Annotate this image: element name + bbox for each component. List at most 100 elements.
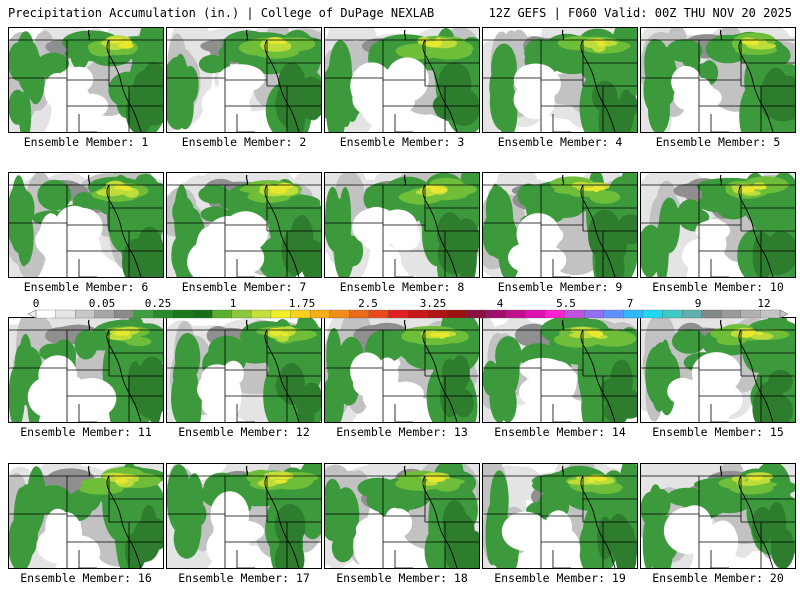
colorbar-swatch — [368, 309, 389, 319]
ensemble-member-label: Ensemble Member: 14 — [494, 425, 626, 439]
colorbar-swatch — [603, 309, 624, 319]
ensemble-member-label: Ensemble Member: 5 — [655, 135, 781, 149]
colorbar-swatch — [584, 309, 605, 319]
ensemble-map-panel — [482, 463, 638, 569]
ensemble-member-label: Ensemble Member: 1 — [23, 135, 149, 149]
ensemble-member-label: Ensemble Member: 2 — [181, 135, 307, 149]
precip-map — [641, 28, 795, 132]
ensemble-member-label: Ensemble Member: 7 — [181, 280, 307, 294]
colorbar-swatch — [681, 309, 703, 319]
precip-map — [167, 318, 321, 422]
colorbar-swatch — [55, 309, 76, 319]
ensemble-map-panel — [324, 463, 480, 569]
colorbar-swatch — [349, 309, 370, 319]
precip-map — [9, 464, 163, 568]
precip-map — [325, 173, 479, 277]
ensemble-member-label: Ensemble Member: 9 — [497, 280, 623, 294]
colorbar-swatch — [153, 309, 174, 319]
colorbar-swatch — [388, 309, 409, 319]
ensemble-map-panel — [640, 463, 796, 569]
ensemble-map-panel — [8, 463, 164, 569]
colorbar-swatch — [192, 309, 213, 319]
ensemble-member-label: Ensemble Member: 3 — [339, 135, 465, 149]
ensemble-member-label: Ensemble Member: 10 — [652, 280, 784, 294]
ensemble-member-label: Ensemble Member: 20 — [652, 571, 784, 585]
colorbar-swatch — [270, 309, 291, 319]
colorbar-swatch — [114, 309, 135, 319]
colorbar-swatch — [486, 309, 507, 319]
colorbar-tick-label: 1.75 — [288, 297, 316, 310]
colorbar-swatch — [447, 309, 468, 319]
colorbar-tick-label: 0.05 — [88, 297, 116, 310]
precip-map — [325, 318, 479, 422]
colorbar-swatch — [525, 309, 546, 319]
colorbar-swatch — [329, 309, 350, 319]
colorbar-tick-label: 3.25 — [419, 297, 447, 310]
precip-map — [167, 28, 321, 132]
ensemble-map-panel — [166, 463, 322, 569]
colorbar-swatch — [544, 309, 566, 319]
chart-title: Precipitation Accumulation (in.) | Colle… — [8, 6, 435, 20]
ensemble-map-panel — [324, 172, 480, 278]
ensemble-map-panel — [482, 317, 638, 423]
colorbar-tick-label: 0 — [32, 297, 40, 310]
colorbar-swatch — [94, 309, 115, 319]
ensemble-member-label: Ensemble Member: 15 — [652, 425, 784, 439]
precip-map — [483, 173, 637, 277]
ensemble-map-panel — [640, 172, 796, 278]
colorbar-swatch — [623, 309, 644, 319]
ensemble-member-label: Ensemble Member: 6 — [23, 280, 149, 294]
colorbar-tick-label: 7 — [626, 297, 634, 310]
ensemble-member-label: Ensemble Member: 16 — [20, 571, 152, 585]
ensemble-member-label: Ensemble Member: 12 — [178, 425, 310, 439]
colorbar-swatch — [642, 309, 663, 319]
ensemble-member-label: Ensemble Member: 8 — [339, 280, 465, 294]
ensemble-map-panel — [166, 27, 322, 133]
ensemble-map-panel — [8, 27, 164, 133]
colorbar-swatch — [721, 309, 742, 319]
precip-map — [9, 28, 163, 132]
ensemble-member-label: Ensemble Member: 11 — [20, 425, 152, 439]
precip-map — [641, 173, 795, 277]
colorbar-tick-label: 5.5 — [556, 297, 576, 310]
ensemble-map-panel — [640, 27, 796, 133]
precip-map — [167, 173, 321, 277]
colorbar-swatch — [662, 309, 683, 319]
ensemble-member-label: Ensemble Member: 13 — [336, 425, 468, 439]
ensemble-map-panel — [324, 27, 480, 133]
precip-map — [9, 173, 163, 277]
ensemble-member-label: Ensemble Member: 18 — [336, 571, 468, 585]
colorbar-tick-label: 0.25 — [144, 297, 172, 310]
colorbar-left-arrow — [27, 309, 37, 319]
colorbar-swatch — [740, 309, 761, 319]
ensemble-map-panel — [8, 172, 164, 278]
ensemble-member-label: Ensemble Member: 4 — [497, 135, 623, 149]
ensemble-map-panel — [166, 172, 322, 278]
colorbar-tick-label: 4 — [496, 297, 504, 310]
colorbar-swatch — [172, 309, 194, 319]
ensemble-map-panel — [8, 317, 164, 423]
colorbar-tick-label: 12 — [757, 297, 771, 310]
colorbar-swatch — [427, 309, 448, 319]
ensemble-map-panel — [482, 172, 638, 278]
precip-map — [9, 318, 163, 422]
colorbar-strip — [27, 309, 789, 319]
colorbar-swatch — [251, 309, 272, 319]
ensemble-map-panel — [640, 317, 796, 423]
ensemble-map-panel — [324, 317, 480, 423]
colorbar-swatch — [564, 309, 585, 319]
colorbar-tick-label: 1 — [229, 297, 237, 310]
ensemble-member-label: Ensemble Member: 17 — [178, 571, 310, 585]
colorbar-swatch — [212, 309, 233, 319]
colorbar-swatch — [290, 309, 311, 319]
precip-map — [483, 28, 637, 132]
precip-map — [325, 28, 479, 132]
ensemble-map-panel — [166, 317, 322, 423]
precip-map — [483, 464, 637, 568]
colorbar-swatch — [75, 309, 96, 319]
colorbar: 0 0.05 0.25 1 1.75 2.5 3.25 4 5.5 7 9 12 — [27, 297, 789, 320]
precip-map — [167, 464, 321, 568]
colorbar-swatch — [35, 309, 57, 319]
precip-map — [325, 464, 479, 568]
colorbar-swatch — [466, 309, 487, 319]
